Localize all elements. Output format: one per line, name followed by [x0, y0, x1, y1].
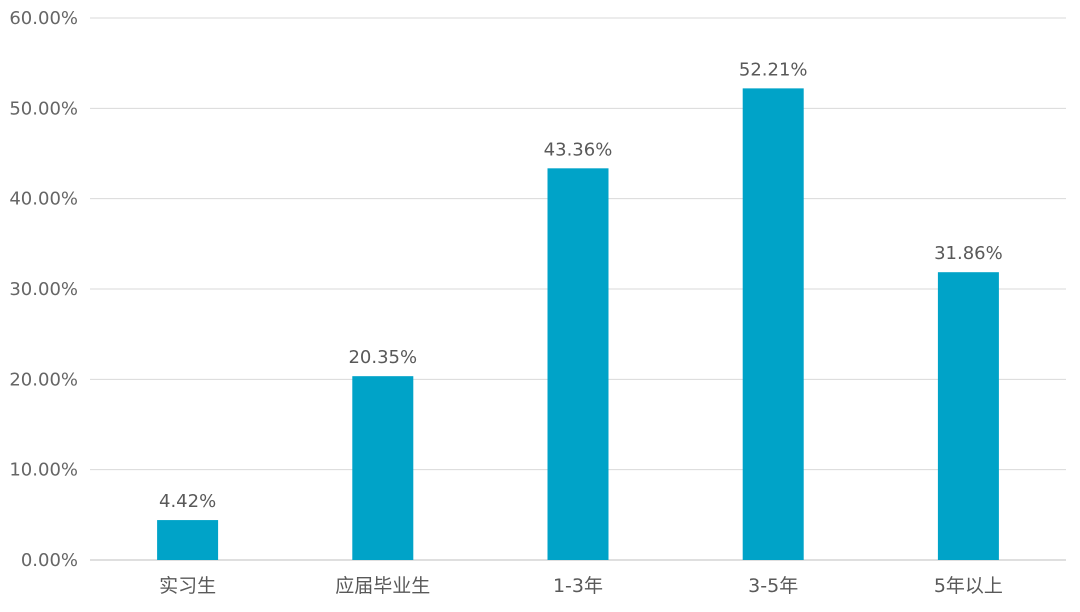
y-tick-label: 60.00%	[9, 8, 78, 29]
data-label: 4.42%	[159, 491, 216, 512]
x-tick-label: 3-5年	[748, 575, 798, 597]
bar-1	[352, 376, 414, 560]
data-label: 52.21%	[739, 59, 808, 80]
labels: 0.00% 10.00% 20.00% 30.00% 40.00% 50.00% 60.00…	[9, 8, 1003, 597]
x-tick-label: 5年以上	[934, 575, 1003, 597]
x-tick-label: 应届毕业生	[335, 575, 430, 597]
data-label: 31.86%	[934, 243, 1003, 264]
x-tick-label: 1-3年	[553, 575, 603, 597]
y-tick-label: 30.00%	[9, 279, 78, 300]
y-tick-label: 40.00%	[9, 189, 78, 210]
bar-0	[157, 520, 219, 560]
bars	[157, 88, 999, 561]
y-tick-label: 20.00%	[9, 369, 78, 390]
bar-2	[547, 168, 609, 560]
x-tick-label: 实习生	[159, 575, 216, 597]
bar-3	[742, 88, 804, 561]
data-label: 20.35%	[348, 347, 417, 368]
y-tick-label: 50.00%	[9, 98, 78, 119]
y-tick-label: 0.00%	[21, 550, 78, 571]
bar-4	[937, 272, 999, 560]
data-label: 43.36%	[544, 139, 613, 160]
y-tick-label: 10.00%	[9, 460, 78, 481]
